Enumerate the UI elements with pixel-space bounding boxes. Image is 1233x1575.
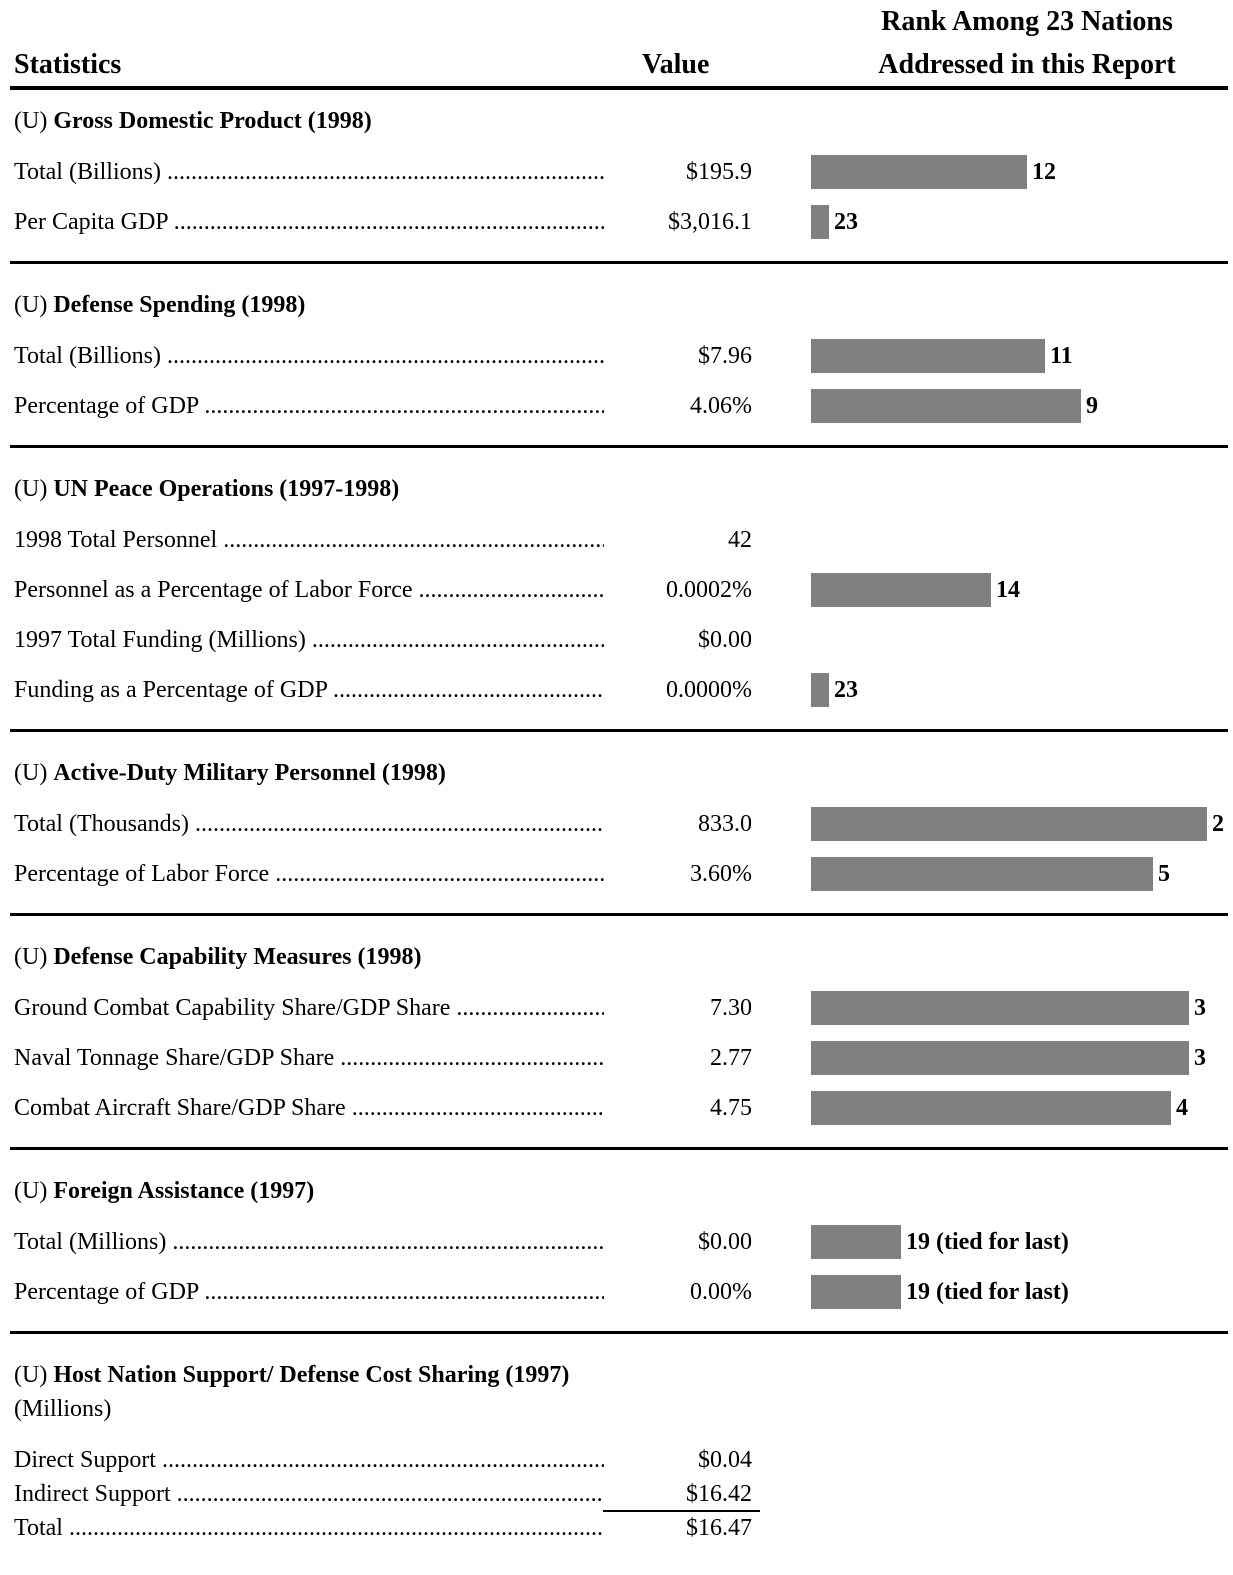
rank-label: 19 (tied for last) xyxy=(906,1279,1069,1305)
section-rule xyxy=(10,1331,1228,1334)
rank-bar xyxy=(811,1041,1189,1075)
row-label: Combat Aircraft Share/GDP Share xyxy=(14,1093,604,1123)
row-value: $16.42 xyxy=(686,1481,752,1507)
row-value: $0.04 xyxy=(698,1447,752,1473)
rank-label: 3 xyxy=(1194,995,1206,1021)
row-value: $0.00 xyxy=(698,627,752,653)
section-title: (U) Defense Spending (1998) xyxy=(14,290,305,320)
row-label: Percentage of Labor Force xyxy=(14,859,604,889)
rank-label: 12 xyxy=(1032,159,1056,185)
rank-bar xyxy=(811,1225,901,1259)
rank-bar xyxy=(811,1091,1171,1125)
row-value: $0.00 xyxy=(698,1229,752,1255)
marking: (U) xyxy=(14,944,48,970)
rank-bar xyxy=(811,573,991,607)
title: Defense Capability Measures (1998) xyxy=(53,944,422,970)
marking: (U) xyxy=(14,108,48,134)
row-value: 833.0 xyxy=(698,811,752,837)
section-title: (U) Foreign Assistance (1997) xyxy=(14,1176,314,1206)
section-rule xyxy=(10,729,1228,732)
marking: (U) xyxy=(14,476,48,502)
header-rule xyxy=(10,86,1228,90)
row-label: Indirect Support xyxy=(14,1479,604,1509)
rank-bar xyxy=(811,991,1189,1025)
section-title: (U) Active-Duty Military Personnel (1998… xyxy=(14,758,446,788)
row-label: 1998 Total Personnel xyxy=(14,525,604,555)
title: Foreign Assistance (1997) xyxy=(53,1178,315,1204)
section-rule xyxy=(10,1147,1228,1150)
rank-bar xyxy=(811,1275,901,1309)
row-value: 42 xyxy=(728,527,752,553)
rank-bar xyxy=(811,389,1081,423)
row-value: 3.60% xyxy=(690,861,752,887)
row-label: Funding as a Percentage of GDP xyxy=(14,675,604,705)
marking: (U) xyxy=(14,1178,48,1204)
row-value: $195.9 xyxy=(686,159,752,185)
column-header: Addressed in this Report xyxy=(878,49,1176,80)
title: Defense Spending (1998) xyxy=(53,292,306,318)
section-title: (U) Host Nation Support/ Defense Cost Sh… xyxy=(14,1360,569,1390)
row-value: 4.06% xyxy=(690,393,752,419)
row-value: 0.0000% xyxy=(666,677,752,703)
marking: (U) xyxy=(14,760,48,786)
row-label: Percentage of GDP xyxy=(14,1277,604,1307)
row-label: Direct Support xyxy=(14,1445,604,1475)
row-label: Ground Combat Capability Share/GDP Share xyxy=(14,993,604,1023)
row-value: 0.0002% xyxy=(666,577,752,603)
row-label: Total (Thousands) xyxy=(14,809,604,839)
rank-bar xyxy=(811,807,1207,841)
rank-bar xyxy=(811,673,829,707)
section-rule xyxy=(10,261,1228,264)
rank-label: 11 xyxy=(1050,343,1073,369)
rank-label: 23 xyxy=(834,209,858,235)
row-label: Personnel as a Percentage of Labor Force xyxy=(14,575,604,605)
row-value: $16.47 xyxy=(686,1515,752,1541)
rank-label: 3 xyxy=(1194,1045,1206,1071)
row-label: Per Capita GDP xyxy=(14,207,604,237)
row-label: Total (Billions) xyxy=(14,341,604,371)
section-title: (U) Gross Domestic Product (1998) xyxy=(14,106,372,136)
row-value: 0.00% xyxy=(690,1279,752,1305)
title: Active-Duty Military Personnel (1998) xyxy=(53,760,446,786)
row-value: 2.77 xyxy=(710,1045,752,1071)
section-subtitle: (Millions) xyxy=(14,1396,112,1422)
row-value: 7.30 xyxy=(710,995,752,1021)
column-header: Value xyxy=(642,49,710,80)
rank-label: 9 xyxy=(1086,393,1098,419)
row-value: $3,016.1 xyxy=(668,209,752,235)
marking: (U) xyxy=(14,292,48,318)
rank-label: 5 xyxy=(1158,861,1170,887)
section-title: (U) Defense Capability Measures (1998) xyxy=(14,942,422,972)
row-label: Total (Billions) xyxy=(14,157,604,187)
row-label: Total xyxy=(14,1513,604,1543)
row-label: Total (Millions) xyxy=(14,1227,604,1257)
total-rule xyxy=(603,1510,760,1512)
rank-label: 19 (tied for last) xyxy=(906,1229,1069,1255)
row-value: 4.75 xyxy=(710,1095,752,1121)
column-header: Rank Among 23 Nations xyxy=(881,6,1173,37)
rank-bar xyxy=(811,857,1153,891)
rank-bar xyxy=(811,339,1045,373)
section-rule xyxy=(10,913,1228,916)
rank-bar xyxy=(811,205,829,239)
section-rule xyxy=(10,445,1228,448)
title: Gross Domestic Product (1998) xyxy=(53,108,372,134)
title: Host Nation Support/ Defense Cost Sharin… xyxy=(53,1362,570,1388)
column-header: Statistics xyxy=(14,49,122,80)
rank-bar xyxy=(811,155,1027,189)
rank-label: 14 xyxy=(996,577,1020,603)
rank-label: 4 xyxy=(1176,1095,1188,1121)
row-value: $7.96 xyxy=(698,343,752,369)
title: UN Peace Operations (1997-1998) xyxy=(53,476,400,502)
row-label: 1997 Total Funding (Millions) xyxy=(14,625,604,655)
rank-label: 2 xyxy=(1212,811,1224,837)
section-title: (U) UN Peace Operations (1997-1998) xyxy=(14,474,399,504)
row-label: Naval Tonnage Share/GDP Share xyxy=(14,1043,604,1073)
row-label: Percentage of GDP xyxy=(14,391,604,421)
rank-label: 23 xyxy=(834,677,858,703)
marking: (U) xyxy=(14,1362,48,1388)
